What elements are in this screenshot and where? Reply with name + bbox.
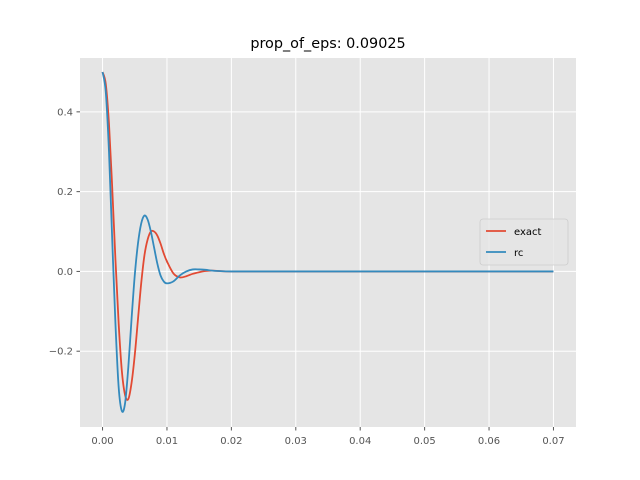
x-tick-label: 0.00 xyxy=(91,436,113,447)
legend-box xyxy=(479,218,569,266)
y-tick-label: −0.2 xyxy=(49,347,73,358)
y-tick-label: 0.2 xyxy=(57,187,73,198)
legend: exact rc xyxy=(479,218,569,266)
legend-label-rc: rc xyxy=(514,248,523,259)
x-tick-label: 0.03 xyxy=(285,436,307,447)
x-tick-label: 0.07 xyxy=(542,436,564,447)
x-tick-label: 0.06 xyxy=(478,436,500,447)
y-axis: −0.2 0.0 0.2 0.4 xyxy=(49,107,80,358)
chart-title: prop_of_eps: 0.09025 xyxy=(250,36,405,52)
y-tick-label: 0.0 xyxy=(57,267,73,278)
series-layer xyxy=(101,71,554,413)
x-axis: 0.00 0.01 0.02 0.03 0.04 0.05 0.06 0.07 xyxy=(91,427,565,447)
x-tick-label: 0.01 xyxy=(156,436,178,447)
x-tick-label: 0.05 xyxy=(413,436,435,447)
x-tick-label: 0.02 xyxy=(220,436,242,447)
legend-label-exact: exact xyxy=(514,227,542,238)
y-tick-label: 0.4 xyxy=(57,107,73,118)
series-line-rc xyxy=(101,71,554,413)
x-tick-label: 0.04 xyxy=(349,436,371,447)
